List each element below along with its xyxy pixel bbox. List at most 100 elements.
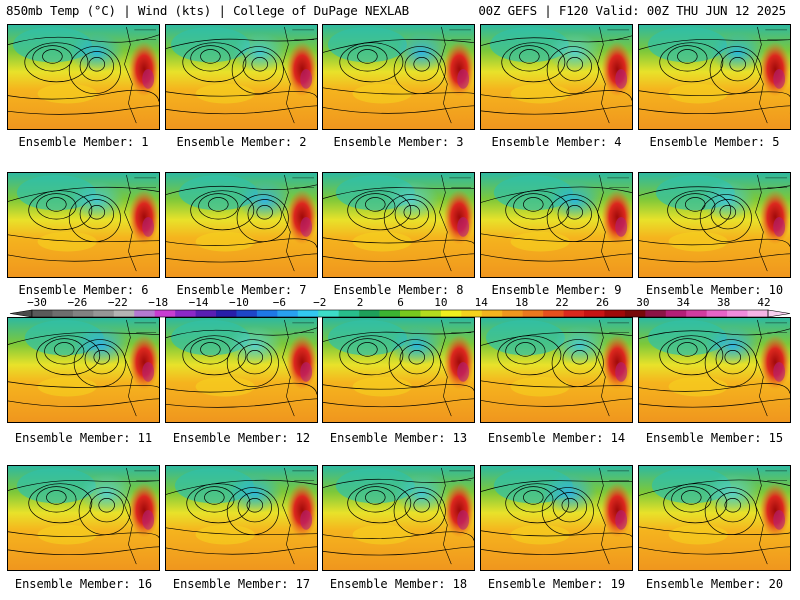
colorbar-right-arrow xyxy=(767,309,791,318)
colorbar-tick-label: −2 xyxy=(313,296,326,309)
colorbar-swatch xyxy=(297,310,319,317)
colorbar-swatch xyxy=(359,310,380,317)
ensemble-member-label: Ensemble Member: 6 xyxy=(18,283,149,297)
colorbar-tick-label: 18 xyxy=(515,296,528,309)
colorbar-swatch xyxy=(256,310,278,317)
ensemble-member-label: Ensemble Member: 7 xyxy=(176,283,307,297)
colorbar-tick-label: 34 xyxy=(677,296,691,309)
ensemble-member-map xyxy=(7,172,160,278)
colorbar-tick-label: 10 xyxy=(434,296,447,309)
ensemble-member-map xyxy=(638,317,791,423)
colorbar-swatch xyxy=(481,310,503,317)
colorbar-tick-label: −30 xyxy=(27,296,47,309)
colorbar-tick-label: −26 xyxy=(67,296,87,309)
colorbar-outline xyxy=(31,309,769,318)
colorbar-swatch xyxy=(665,310,687,317)
colorbar-swatch xyxy=(624,310,646,317)
colorbar-swatch xyxy=(175,310,196,317)
ensemble-member-label: Ensemble Member: 12 xyxy=(172,431,311,445)
colorbar-tick-label: −10 xyxy=(229,296,249,309)
ensemble-member-map xyxy=(480,465,633,571)
ensemble-member-map xyxy=(165,172,318,278)
ensemble-member-label: Ensemble Member: 18 xyxy=(329,577,468,591)
colorbar-swatch xyxy=(379,310,401,317)
colorbar-swatch xyxy=(584,310,605,317)
colorbar-swatch xyxy=(400,310,421,317)
colorbar-swatch xyxy=(93,310,115,317)
colorbar-tick-label: −22 xyxy=(108,296,128,309)
colorbar-swatch xyxy=(154,310,176,317)
ensemble-member-label: Ensemble Member: 9 xyxy=(491,283,622,297)
colorbar-swatch xyxy=(502,310,523,317)
ensemble-member-label: Ensemble Member: 10 xyxy=(645,283,784,297)
colorbar-tick-label: 6 xyxy=(397,296,404,309)
ensemble-member-map xyxy=(165,465,318,571)
ensemble-member-map xyxy=(322,172,475,278)
colorbar-swatch xyxy=(195,310,217,317)
colorbar-swatch xyxy=(113,310,135,317)
ensemble-member-map xyxy=(480,317,633,423)
ensemble-member-label: Ensemble Member: 14 xyxy=(487,431,626,445)
ensemble-member-label: Ensemble Member: 5 xyxy=(649,135,780,149)
ensemble-member-label: Ensemble Member: 16 xyxy=(14,577,153,591)
colorbar-tick-label: 22 xyxy=(555,296,568,309)
colorbar-swatch xyxy=(420,310,442,317)
ensemble-member-label: Ensemble Member: 19 xyxy=(487,577,626,591)
ensemble-member-map xyxy=(638,24,791,130)
colorbar-swatch xyxy=(727,310,748,317)
run-info: 00Z GEFS | F120 Valid: 00Z THU JUN 12 20… xyxy=(478,3,786,18)
ensemble-member-label: Ensemble Member: 8 xyxy=(333,283,464,297)
colorbar-tick-label: 30 xyxy=(636,296,649,309)
ensemble-member-map xyxy=(7,24,160,130)
ensemble-member-label: Ensemble Member: 1 xyxy=(18,135,149,149)
ensemble-member-map xyxy=(480,24,633,130)
ensemble-member-map xyxy=(165,317,318,423)
colorbar-swatch xyxy=(686,310,707,317)
ensemble-member-map xyxy=(7,317,160,423)
ensemble-member-label: Ensemble Member: 3 xyxy=(333,135,464,149)
colorbar-swatch xyxy=(236,310,258,317)
ensemble-member-label: Ensemble Member: 2 xyxy=(176,135,307,149)
ensemble-member-label: Ensemble Member: 13 xyxy=(329,431,468,445)
colorbar-swatch xyxy=(32,310,53,317)
colorbar-swatch xyxy=(747,310,769,317)
ensemble-member-map xyxy=(322,317,475,423)
ensemble-member-map xyxy=(7,465,160,571)
colorbar-tick-label: 42 xyxy=(757,296,770,309)
colorbar-tick-label: 2 xyxy=(357,296,364,309)
colorbar-swatch xyxy=(543,310,564,317)
ensemble-member-label: Ensemble Member: 20 xyxy=(645,577,784,591)
colorbar-swatch xyxy=(72,310,94,317)
colorbar-swatch xyxy=(440,310,462,317)
ensemble-member-map xyxy=(638,465,791,571)
colorbar-swatch xyxy=(706,310,728,317)
ensemble-member-label: Ensemble Member: 11 xyxy=(14,431,153,445)
colorbar-swatch xyxy=(522,310,544,317)
colorbar-swatch xyxy=(645,310,667,317)
colorbar-tick-label: 26 xyxy=(596,296,609,309)
colorbar-swatch xyxy=(318,310,339,317)
colorbar-swatch xyxy=(563,310,585,317)
colorbar-swatch xyxy=(461,310,483,317)
ensemble-member-map xyxy=(322,24,475,130)
colorbar-tick-label: −14 xyxy=(189,296,209,309)
ensemble-member-map xyxy=(480,172,633,278)
colorbar-left-arrow xyxy=(9,309,33,318)
colorbar-swatch xyxy=(134,310,155,317)
colorbar-tick-label: 38 xyxy=(717,296,730,309)
colorbar-swatch xyxy=(216,310,237,317)
map-title: 850mb Temp (°C) | Wind (kts) | College o… xyxy=(6,3,409,18)
colorbar-swatch xyxy=(277,310,299,317)
ensemble-member-map xyxy=(638,172,791,278)
colorbar-swatch xyxy=(52,310,74,317)
colorbar-tick-label: −18 xyxy=(148,296,168,309)
ensemble-member-label: Ensemble Member: 15 xyxy=(645,431,784,445)
ensemble-member-map xyxy=(165,24,318,130)
color-scale-bar: −30 −26 −22 −18 −14 −10 −6 −2 2 6 10 14 18 22 26 30 34 38… xyxy=(9,296,791,318)
ensemble-member-label: Ensemble Member: 17 xyxy=(172,577,311,591)
colorbar-tick-label: −6 xyxy=(273,296,286,309)
colorbar-swatch xyxy=(604,310,626,317)
ensemble-member-map xyxy=(322,465,475,571)
colorbar-swatch xyxy=(338,310,360,317)
colorbar-tick-label: 14 xyxy=(475,296,489,309)
